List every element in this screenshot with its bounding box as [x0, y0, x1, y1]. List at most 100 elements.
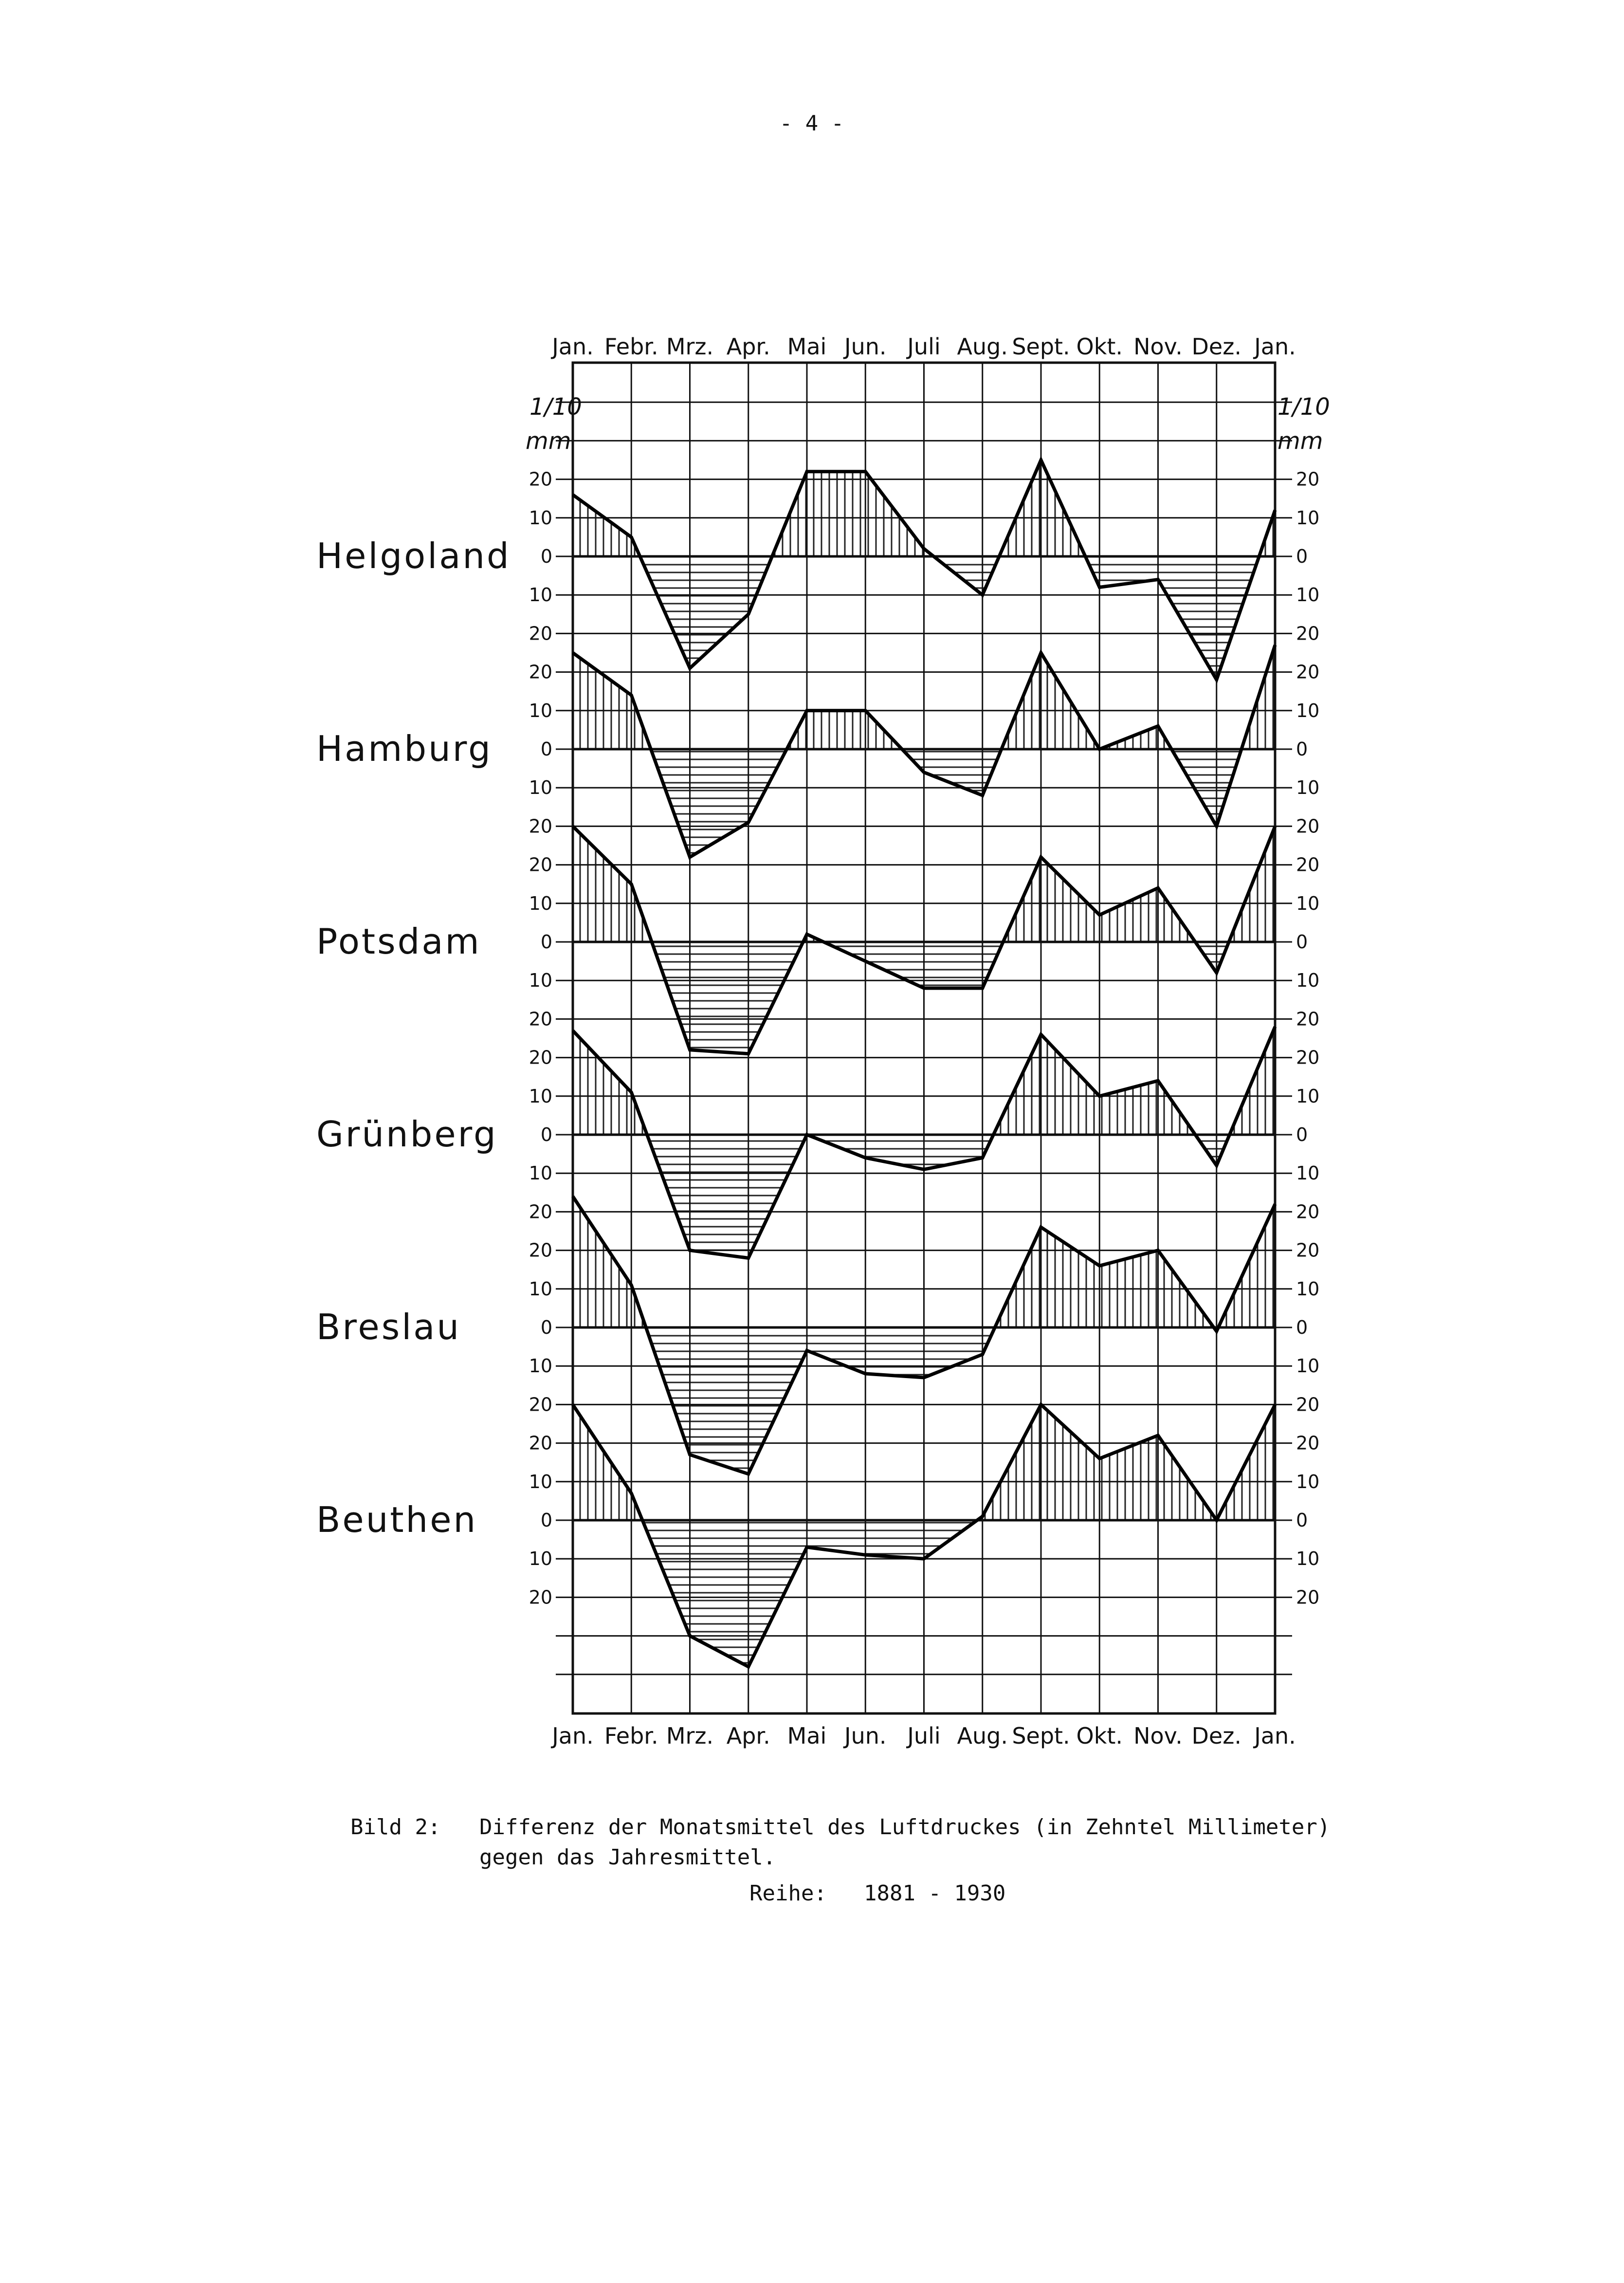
month-label-bottom: Dez. [1192, 1723, 1242, 1749]
series-line-2 [571, 825, 1277, 1056]
y-tick-label-left: 20 [529, 815, 552, 837]
hatch-positive [1099, 888, 1158, 942]
right-axis-ticks: 20 10 0 10 20 20 10 0 10 20 20 10 0 10 20 20 10 0 10 20 20 10… [1296, 469, 1319, 1608]
month-label-top: Aug. [957, 333, 1008, 360]
right-unit-numerator: 1/10 [1277, 393, 1330, 421]
hatch-negative [690, 942, 748, 1054]
caption-label: Bild 2: [350, 1815, 440, 1840]
month-label-top: Okt. [1076, 333, 1123, 360]
station-label: Grünberg [316, 1114, 498, 1155]
y-tick-label-left: 0 [541, 1317, 552, 1338]
right-unit-denominator: mm [1277, 427, 1323, 455]
hatch-positive [573, 495, 632, 556]
y-tick-label-right: 0 [1296, 1317, 1308, 1338]
caption-series-years: 1881 - 1930 [864, 1881, 1005, 1906]
hatch-positive [573, 1196, 632, 1327]
y-tick-label-left: 10 [529, 507, 552, 529]
y-tick-label-right: 10 [1296, 584, 1319, 606]
figure-caption: Bild 2: Differenz der Monatsmittel des L… [350, 1815, 1330, 1906]
y-tick-label-left: 10 [529, 777, 552, 798]
y-tick-label-right: 10 [1296, 1548, 1319, 1569]
hatch-negative [807, 1327, 866, 1374]
month-label-top: Juli [906, 333, 940, 360]
left-unit-label: 1/10 mm [526, 393, 582, 455]
y-tick-label-right: 20 [1296, 662, 1319, 683]
hatch-positive [1099, 1435, 1158, 1520]
y-tick-label-left: 10 [529, 584, 552, 606]
y-tick-label-left: 10 [529, 1355, 552, 1377]
y-tick-label-left: 20 [529, 1047, 552, 1068]
y-tick-label-left: 20 [529, 1008, 552, 1030]
y-tick-label-left: 0 [541, 546, 552, 567]
y-tick-label-right: 10 [1296, 1086, 1319, 1107]
month-label-top: Dez. [1192, 333, 1242, 360]
month-label-bottom: Jan. [1253, 1723, 1296, 1749]
y-tick-label-left: 0 [541, 1510, 552, 1531]
caption-line-1: Differenz der Monatsmittel des Luftdruck… [479, 1815, 1330, 1840]
month-label-bottom: Apr. [727, 1723, 770, 1749]
y-tick-label-left: 20 [529, 623, 552, 644]
hatch-negative [924, 749, 983, 796]
y-tick-label-left: 20 [529, 854, 552, 876]
hatch-positive [573, 1404, 632, 1520]
series-line-0 [571, 456, 1277, 684]
y-tick-label-right: 10 [1296, 893, 1319, 914]
month-label-bottom: Okt. [1076, 1723, 1123, 1749]
y-tick-label-right: 10 [1296, 777, 1319, 798]
hatch-negative [865, 942, 924, 989]
month-label-bottom: Mrz. [666, 1723, 713, 1749]
y-tick-label-right: 20 [1296, 1433, 1319, 1454]
station-label: Helgoland [316, 535, 511, 576]
hatch-negative [865, 1520, 924, 1559]
y-tick-label-right: 20 [1296, 1008, 1319, 1030]
left-unit-numerator: 1/10 [529, 393, 582, 421]
series-line-1 [571, 644, 1277, 860]
month-label-bottom: Sept. [1012, 1723, 1070, 1749]
chart-frame [571, 361, 1277, 1715]
top-month-labels: Jan. Febr. Mrz. Apr. Mai Jun. Juli Aug. Sept. Okt… [550, 333, 1296, 360]
hatch-negative [924, 1327, 983, 1378]
y-tick-label-right: 0 [1296, 738, 1308, 760]
hatch-positive [573, 826, 632, 942]
station-curves [571, 456, 1277, 1669]
month-label-bottom: Jun. [843, 1723, 887, 1749]
right-unit-label: 1/10 mm [1277, 393, 1330, 455]
y-tick-label-left: 10 [529, 700, 552, 721]
hatch-positive [1041, 857, 1100, 942]
y-tick-label-left: 20 [529, 1201, 552, 1222]
y-tick-label-left: 0 [541, 931, 552, 953]
month-label-bottom: Febr. [604, 1723, 658, 1749]
y-tick-label-left: 20 [529, 1240, 552, 1261]
hatch-positive [573, 653, 632, 749]
y-tick-label-right: 20 [1296, 469, 1319, 490]
y-tick-label-left: 10 [529, 1162, 552, 1184]
y-tick-label-left: 10 [529, 970, 552, 991]
y-tick-label-right: 10 [1296, 1278, 1319, 1300]
hatch-positive [573, 1031, 632, 1135]
month-label-bottom: Juli [906, 1723, 940, 1749]
y-tick-label-right: 0 [1296, 1510, 1308, 1531]
left-unit-denominator: mm [526, 427, 571, 455]
y-tick-label-right: 10 [1296, 1471, 1319, 1492]
hatch-positive [1041, 1404, 1100, 1520]
y-tick-label-left: 10 [529, 893, 552, 914]
hatch-negative [690, 556, 748, 668]
hatch-negative [1158, 556, 1217, 680]
y-tick-label-right: 20 [1296, 854, 1319, 876]
hatch-negative [690, 1327, 748, 1474]
y-tick-label-right: 0 [1296, 546, 1308, 567]
y-tick-label-right: 0 [1296, 1124, 1308, 1145]
month-label-top: Jan. [550, 333, 594, 360]
month-label-top: Nov. [1133, 333, 1183, 360]
station-label: Hamburg [316, 728, 493, 769]
left-axis-ticks: 20 10 0 10 20 20 10 0 10 20 20 10 0 10 20 20 10 0 10 20 20 10… [529, 469, 552, 1608]
y-tick-label-right: 10 [1296, 1162, 1319, 1184]
hatch-negative [690, 1520, 748, 1667]
hatch-negative [1099, 556, 1158, 588]
month-label-bottom: Mai [787, 1723, 827, 1749]
page-number: - 4 - [780, 111, 844, 136]
y-tick-label-left: 20 [529, 1394, 552, 1415]
hatch-positive [1041, 1034, 1100, 1135]
y-tick-label-left: 0 [541, 738, 552, 760]
